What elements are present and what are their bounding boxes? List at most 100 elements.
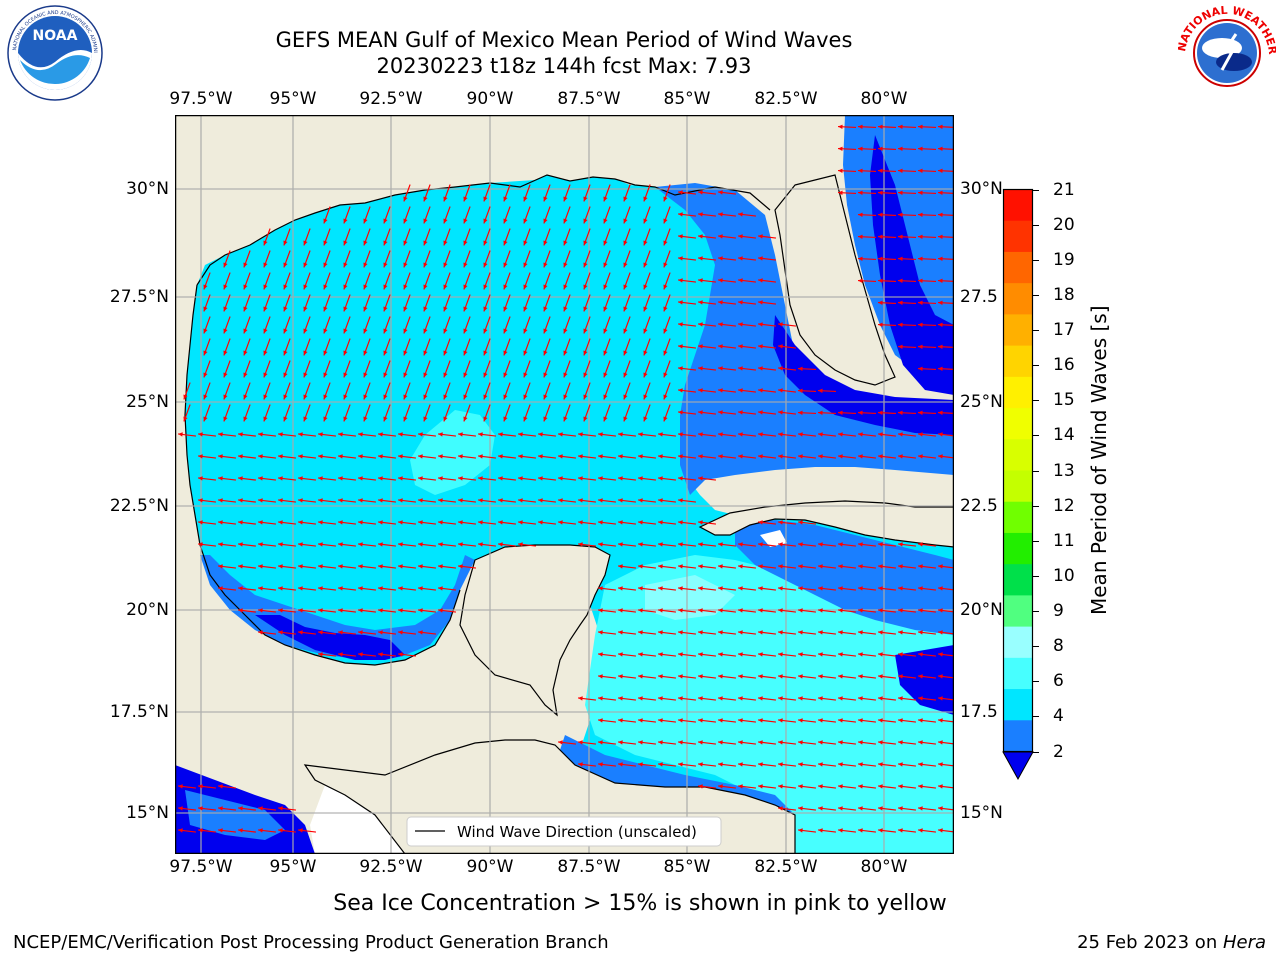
wind-wave-arrow bbox=[637, 652, 657, 657]
lat-tick-right: 27.5 bbox=[960, 287, 998, 307]
wind-wave-arrow bbox=[817, 696, 837, 701]
wind-wave-arrow bbox=[437, 454, 457, 459]
wind-wave-arrow bbox=[857, 190, 877, 195]
wind-wave-arrow bbox=[323, 206, 331, 224]
wind-wave-arrow bbox=[717, 784, 737, 789]
wind-wave-arrow bbox=[323, 382, 331, 400]
wind-wave-arrow bbox=[657, 476, 677, 481]
wind-wave-arrow bbox=[877, 300, 897, 305]
wind-wave-arrow bbox=[297, 520, 317, 525]
wind-wave-arrow bbox=[643, 272, 651, 290]
cuba-gap bbox=[760, 530, 787, 547]
colorbar-block bbox=[1003, 314, 1033, 347]
wind-wave-arrow bbox=[677, 586, 697, 591]
wind-wave-arrow bbox=[303, 294, 311, 312]
wind-wave-arrow bbox=[737, 608, 757, 613]
wind-wave-arrow bbox=[543, 184, 551, 202]
wind-wave-arrow bbox=[643, 184, 651, 202]
colorbar-tick bbox=[1033, 400, 1039, 402]
wind-wave-arrow bbox=[203, 316, 211, 334]
wind-wave-arrow bbox=[283, 316, 291, 334]
wind-wave-arrow bbox=[697, 234, 717, 239]
wind-wave-arrow bbox=[857, 806, 877, 811]
wind-wave-arrow bbox=[223, 382, 231, 400]
wind-wave-arrow bbox=[777, 564, 797, 569]
wind-wave-arrow bbox=[283, 272, 291, 290]
wind-wave-arrow bbox=[397, 652, 417, 657]
wind-wave-arrow bbox=[637, 520, 657, 525]
wind-wave-arrow bbox=[897, 124, 917, 129]
wind-wave-arrow bbox=[797, 630, 817, 635]
wind-wave-arrow bbox=[677, 608, 697, 613]
wind-wave-arrow bbox=[277, 608, 297, 613]
wind-wave-arrow bbox=[643, 228, 651, 246]
wind-wave-arrow bbox=[857, 828, 877, 833]
wind-wave-arrow bbox=[663, 360, 671, 378]
wind-wave-arrow bbox=[343, 316, 351, 334]
wind-wave-arrow bbox=[603, 382, 611, 400]
wind-wave-arrow bbox=[597, 542, 617, 547]
wind-wave-arrow bbox=[223, 294, 231, 312]
wind-wave-arrow bbox=[377, 586, 397, 591]
wind-wave-arrow bbox=[617, 520, 637, 525]
colorbar-tick bbox=[1033, 505, 1039, 507]
wind-wave-arrow bbox=[417, 608, 437, 613]
wind-wave-arrow bbox=[197, 498, 217, 503]
wind-wave-arrow bbox=[857, 762, 877, 767]
wind-wave-arrow bbox=[817, 564, 837, 569]
colorbar-label: 18 bbox=[1053, 284, 1075, 305]
wind-wave-arrow bbox=[663, 338, 671, 356]
wind-wave-arrow bbox=[757, 388, 777, 393]
wind-wave-arrow bbox=[303, 316, 311, 334]
wind-wave-arrow bbox=[857, 608, 877, 613]
wind-wave-arrow bbox=[897, 696, 917, 701]
wind-wave-arrow bbox=[637, 476, 657, 481]
wind-wave-arrow bbox=[657, 696, 677, 701]
wind-wave-arrow bbox=[817, 388, 837, 393]
wind-wave-arrow bbox=[657, 498, 677, 503]
wind-wave-arrow bbox=[623, 272, 631, 290]
wind-wave-arrow bbox=[837, 784, 857, 789]
wind-wave-arrow bbox=[237, 806, 257, 811]
wind-wave-arrow bbox=[423, 184, 431, 202]
wind-wave-arrow bbox=[357, 586, 377, 591]
wind-wave-arrow bbox=[497, 542, 517, 547]
wind-wave-arrow bbox=[377, 498, 397, 503]
wind-wave-arrow bbox=[857, 652, 877, 657]
wind-wave-arrow bbox=[603, 250, 611, 268]
wind-wave-arrow bbox=[677, 718, 697, 723]
wind-wave-arrow bbox=[583, 338, 591, 356]
wind-wave-arrow bbox=[877, 740, 897, 745]
wind-wave-arrow bbox=[343, 404, 351, 422]
wind-wave-arrow bbox=[583, 206, 591, 224]
wind-wave-arrow bbox=[697, 608, 717, 613]
wind-wave-arrow bbox=[597, 498, 617, 503]
wind-wave-arrow bbox=[197, 454, 217, 459]
wind-wave-arrow bbox=[357, 498, 377, 503]
wind-wave-arrow bbox=[537, 454, 557, 459]
wind-wave-arrow bbox=[917, 696, 937, 701]
wind-wave-arrow bbox=[757, 234, 777, 239]
wind-wave-arrow bbox=[563, 184, 571, 202]
colorbar-block bbox=[1003, 345, 1033, 378]
wind-wave-arrow bbox=[217, 498, 237, 503]
wind-wave-arrow bbox=[737, 454, 757, 459]
wind-wave-arrow bbox=[603, 206, 611, 224]
wind-wave-arrow bbox=[457, 498, 477, 503]
wind-wave-arrow bbox=[443, 272, 451, 290]
wind-wave-arrow bbox=[517, 454, 537, 459]
wind-wave-arrow bbox=[817, 762, 837, 767]
wind-wave-arrow bbox=[877, 212, 897, 217]
wind-wave-arrow bbox=[417, 564, 437, 569]
wind-wave-arrow bbox=[357, 432, 377, 437]
wind-wave-arrow bbox=[257, 608, 277, 613]
wind-wave-arrow bbox=[237, 828, 257, 833]
cuba bbox=[698, 500, 954, 548]
wind-wave-arrow bbox=[817, 542, 837, 547]
wind-wave-arrow bbox=[297, 630, 317, 635]
wind-wave-arrow bbox=[417, 454, 437, 459]
wind-wave-arrow bbox=[303, 228, 311, 246]
wind-wave-arrow bbox=[497, 520, 517, 525]
wind-wave-arrow bbox=[583, 404, 591, 422]
wind-wave-arrow bbox=[217, 806, 237, 811]
